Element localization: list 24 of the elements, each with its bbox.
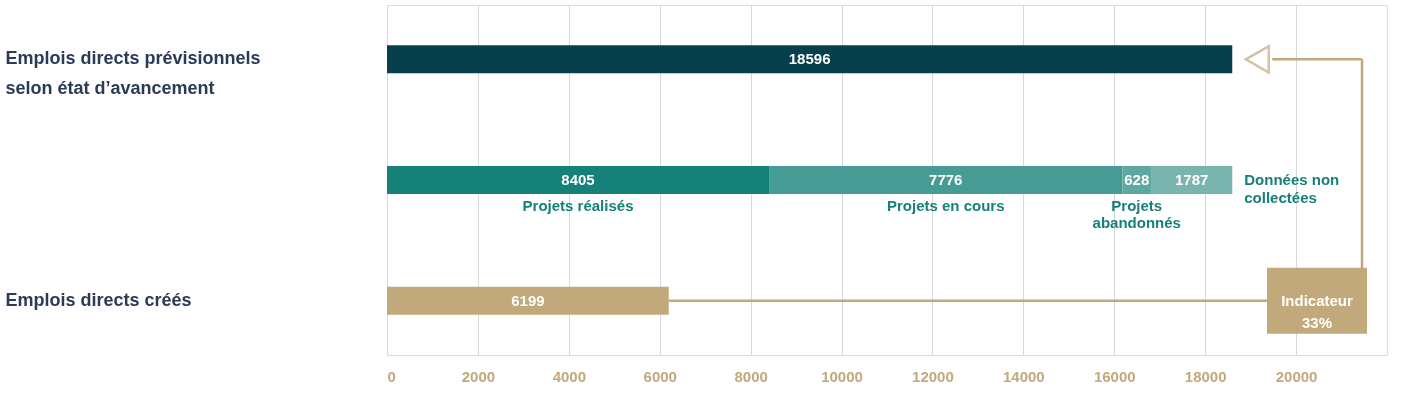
- data-label: 18596: [788, 50, 831, 68]
- x-tick-label: 14000: [1003, 367, 1045, 385]
- series-label: Données non collectées: [1244, 171, 1340, 206]
- y-tick-label: Emplois directs prévisionnels selon état d’avancement: [5, 48, 261, 99]
- data-label: 7776: [929, 171, 963, 188]
- data-label: 1787: [1174, 171, 1209, 188]
- x-tick-label: 16000: [1093, 367, 1136, 385]
- x-tick-label: 8000: [734, 367, 768, 385]
- x-tick-label: 6000: [643, 367, 677, 385]
- series-label: Projets en cours: [887, 197, 1005, 214]
- x-tick-label: 2000: [461, 367, 496, 385]
- annotation: Indicateur 33%: [1281, 291, 1353, 331]
- data-label: 628: [1124, 171, 1150, 188]
- x-tick-label: 0: [387, 367, 396, 385]
- series-label: Projets abandonnés: [1092, 197, 1181, 231]
- y-tick-label: Emplois directs créés: [5, 289, 192, 310]
- data-label: 8405: [561, 171, 595, 188]
- x-tick-label: 10000: [821, 367, 863, 385]
- series-label: Projets réalisés: [522, 197, 634, 214]
- x-tick-label: 12000: [912, 367, 954, 385]
- x-tick-label: 18000: [1184, 367, 1227, 385]
- x-tick-label: 20000: [1275, 367, 1318, 385]
- x-tick-label: 4000: [552, 367, 587, 385]
- data-label: 6199: [511, 291, 545, 309]
